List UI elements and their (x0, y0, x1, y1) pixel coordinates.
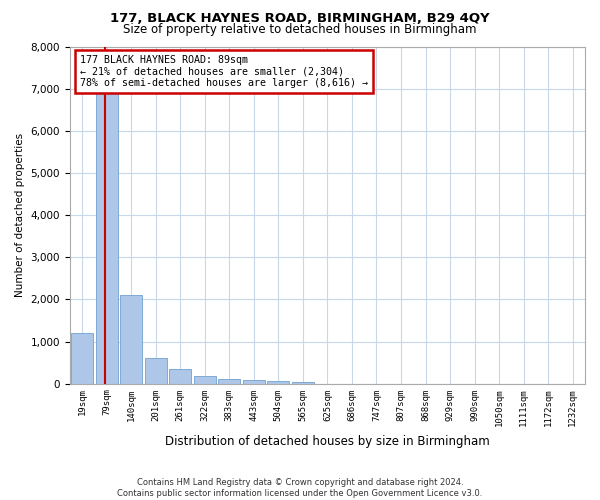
Bar (120, 295, 142, 384)
Bar (218, 379, 240, 384)
Bar (145, 358, 167, 384)
Y-axis label: Number of detached properties: Number of detached properties (15, 133, 25, 297)
Bar (292, 382, 314, 384)
Bar (194, 376, 216, 384)
Text: Size of property relative to detached houses in Birmingham: Size of property relative to detached ho… (123, 22, 477, 36)
Text: 177, BLACK HAYNES ROAD, BIRMINGHAM, B29 4QY: 177, BLACK HAYNES ROAD, BIRMINGHAM, B29 … (110, 12, 490, 26)
Bar (95, 68, 118, 384)
Text: 177 BLACK HAYNES ROAD: 89sqm
← 21% of detached houses are smaller (2,304)
78% of: 177 BLACK HAYNES ROAD: 89sqm ← 21% of de… (80, 55, 368, 88)
X-axis label: Distribution of detached houses by size in Birmingham: Distribution of detached houses by size … (165, 434, 490, 448)
Bar (169, 369, 191, 384)
Bar (267, 381, 289, 384)
Bar (71, 333, 93, 384)
Bar (243, 380, 265, 384)
Text: Contains HM Land Registry data © Crown copyright and database right 2024.
Contai: Contains HM Land Registry data © Crown c… (118, 478, 482, 498)
